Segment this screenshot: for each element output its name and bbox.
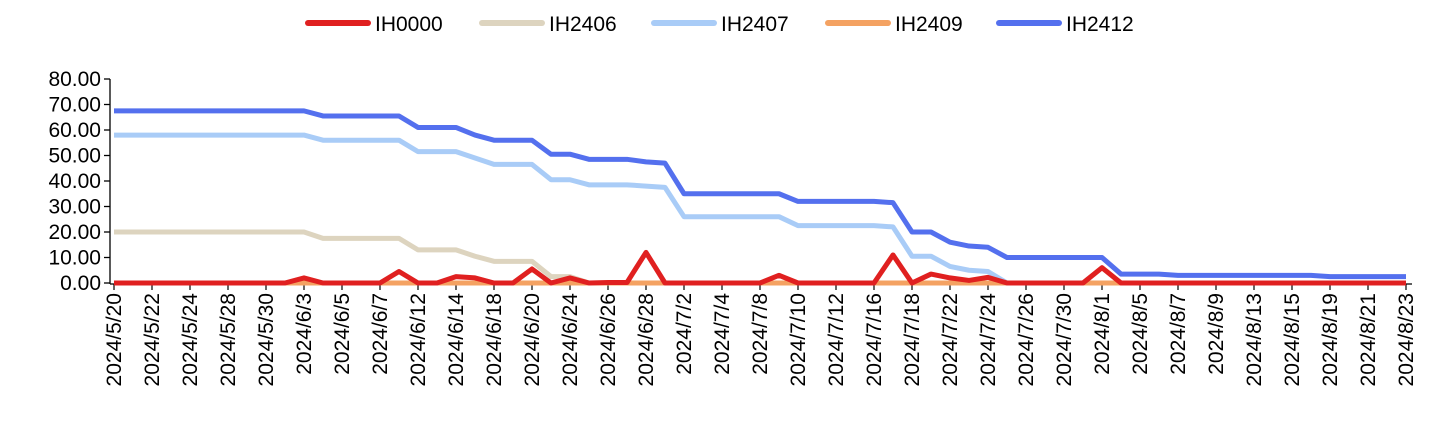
x-tick-label: 2024/6/5: [331, 293, 354, 375]
x-tick-label: 2024/7/22: [939, 293, 962, 386]
x-tick-label: 2024/5/20: [103, 293, 126, 386]
x-tick-label: 2024/8/15: [1281, 293, 1304, 386]
y-tick-label: 30.00: [48, 196, 101, 219]
y-tick-label: 50.00: [48, 145, 101, 168]
x-tick-label: 2024/8/13: [1243, 293, 1266, 386]
x-tick-label: 2024/6/18: [483, 293, 506, 386]
x-tick-label: 2024/8/21: [1357, 293, 1380, 386]
x-tick-label: 2024/8/1: [1091, 293, 1114, 375]
y-tick-label: 70.00: [48, 94, 101, 117]
y-tick-label: 0.00: [60, 272, 101, 295]
x-tick-label: 2024/6/3: [293, 293, 316, 375]
y-tick-label: 60.00: [48, 119, 101, 142]
legend-label-ih2412: IH2412: [1066, 13, 1134, 36]
legend: IH0000 IH2406 IH2407 IH2409 IH2412: [305, 13, 1134, 36]
legend-label-ih2409: IH2409: [895, 13, 963, 36]
x-tick-label: 2024/5/28: [217, 293, 240, 386]
x-tick-label: 2024/7/4: [711, 293, 734, 375]
x-tick-label: 2024/5/24: [179, 293, 202, 387]
x-tick-label: 2024/6/14: [445, 293, 468, 387]
x-tick-label: 2024/6/24: [559, 293, 582, 387]
y-tick-label: 20.00: [48, 221, 101, 244]
x-tick-label: 2024/6/12: [407, 293, 430, 386]
y-tick-label: 40.00: [48, 170, 101, 193]
x-tick-label: 2024/7/8: [749, 293, 772, 375]
x-tick-label: 2024/7/12: [825, 293, 848, 386]
x-tick-label: 2024/8/7: [1167, 293, 1190, 375]
x-tick-label: 2024/7/26: [1015, 293, 1038, 386]
x-tick-label: 2024/8/19: [1319, 293, 1342, 386]
legend-label-ih2406: IH2406: [549, 13, 617, 36]
series-layer: [114, 108, 1406, 286]
x-tick-label: 2024/7/10: [787, 293, 810, 386]
x-tick-label: 2024/6/20: [521, 293, 544, 386]
x-tick-label: 2024/7/2: [673, 293, 696, 375]
y-tick-label: 10.00: [48, 247, 101, 270]
y-tick-label: 80.00: [48, 68, 101, 91]
x-tick-label: 2024/7/16: [863, 293, 886, 386]
series-line-ih0000: [114, 249, 1406, 286]
x-tick-label: 2024/8/9: [1205, 293, 1228, 375]
x-tick-label: 2024/6/28: [635, 293, 658, 386]
series-line-ih2412: [114, 108, 1406, 280]
x-tick-label: 2024/7/18: [901, 293, 924, 386]
x-tick-label: 2024/7/30: [1053, 293, 1076, 386]
series-line-ih2407: [114, 132, 1406, 286]
x-axis: 2024/5/20 2024/5/22 2024/5/24 2024/5/28 2024…: [103, 283, 1418, 387]
x-tick-label: 2024/8/23: [1395, 293, 1418, 386]
legend-label-ih2407: IH2407: [721, 13, 789, 36]
x-tick-label: 2024/6/7: [369, 293, 392, 375]
x-tick-label: 2024/5/30: [255, 293, 278, 386]
x-tick-label: 2024/8/5: [1129, 293, 1152, 375]
x-tick-label: 2024/7/24: [977, 293, 1000, 387]
legend-label-ih0000: IH0000: [375, 13, 443, 36]
x-tick-label: 2024/6/26: [597, 293, 620, 386]
x-tick-label: 2024/5/22: [141, 293, 164, 386]
